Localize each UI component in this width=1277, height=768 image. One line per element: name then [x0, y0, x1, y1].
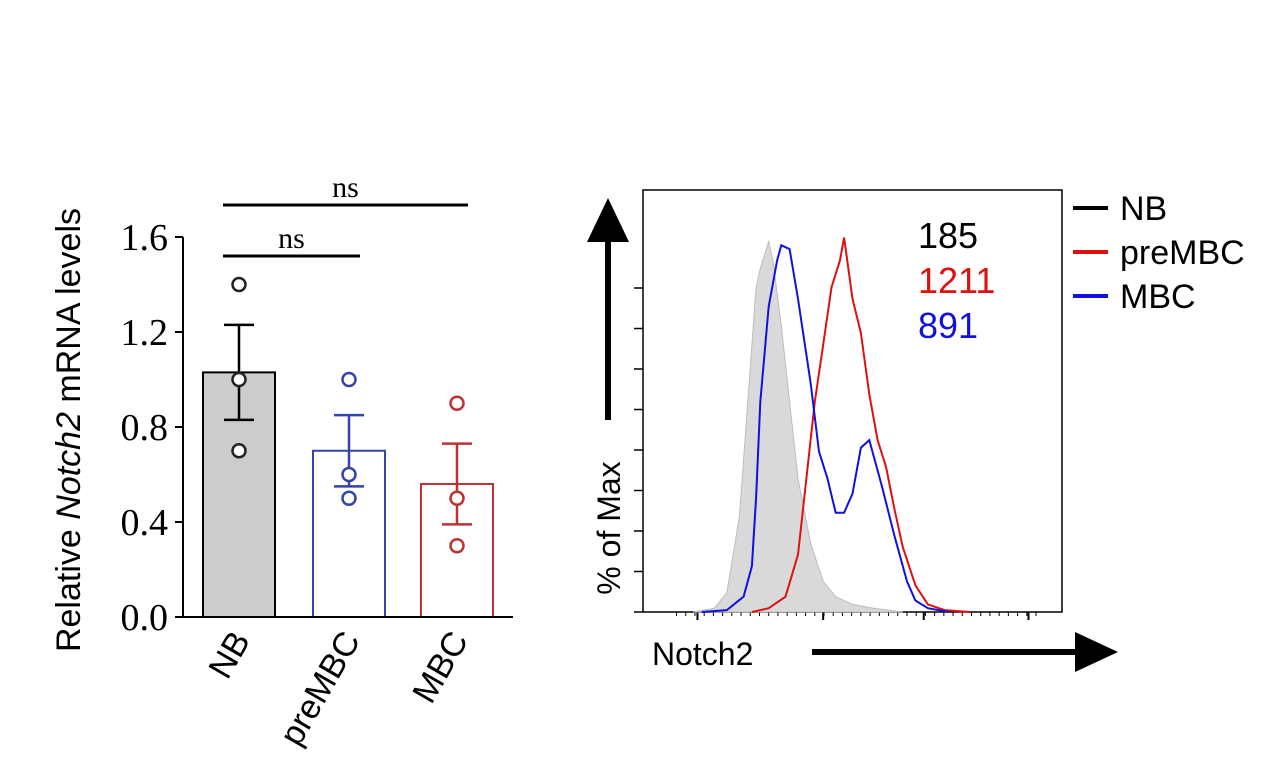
y-arrow-head — [587, 198, 629, 242]
histogram-xlabel: Notch2 — [652, 636, 753, 672]
data-point-NB — [231, 276, 247, 293]
histogram-curve-preMBC — [751, 237, 970, 613]
bar-x-label-MBC: MBC — [405, 625, 476, 709]
histogram-frame — [642, 189, 1063, 613]
bar-x-label-preMBC: preMBC — [273, 625, 368, 752]
significance-label: ns — [278, 222, 305, 255]
bar-data-points — [231, 276, 465, 554]
bar-chart: Relative Notch2 mRNA levels 0.0 0.4 0.8 1.2… — [50, 171, 513, 752]
bar-y-tick-label: 1.6 — [121, 217, 169, 259]
bar-x-label-NB: NB — [201, 625, 258, 685]
histogram-curves — [693, 237, 970, 613]
bar-y-tick-label: 1.2 — [121, 312, 169, 354]
bar-ylabel: Relative Notch2 mRNA levels — [50, 208, 88, 652]
bar-y-tick-label: 0.4 — [121, 502, 169, 544]
x-arrow-head — [1075, 632, 1118, 672]
data-point-preMBC — [341, 466, 357, 483]
bar-y-axis-ticks: 0.0 0.4 0.8 1.2 1.6 — [121, 217, 183, 639]
legend-label-NB: NB — [1120, 190, 1167, 228]
mfi-value-NB: 185 — [918, 215, 978, 256]
histogram-curve-NB — [693, 239, 903, 613]
histogram-legend: NB preMBC MBC — [1073, 190, 1245, 316]
data-point-preMBC — [341, 371, 357, 388]
mfi-value-MBC: 891 — [918, 305, 978, 346]
data-point-MBC — [449, 490, 465, 506]
histogram-curve-MBC — [701, 243, 950, 613]
bar-x-axis-labels: NB preMBC MBC — [201, 625, 476, 752]
data-point-NB — [231, 371, 247, 388]
histogram-ylabel: % of Max — [591, 461, 627, 594]
bar-y-tick-label: 0.8 — [121, 407, 169, 449]
data-point-MBC — [449, 538, 465, 554]
significance-label: ns — [332, 171, 359, 204]
data-point-NB — [231, 443, 247, 459]
mfi-value-preMBC: 1211 — [918, 260, 995, 301]
legend-label-MBC: MBC — [1120, 278, 1196, 316]
data-point-preMBC — [341, 490, 357, 506]
bar-y-tick-label: 0.0 — [121, 597, 169, 639]
histogram-ticks — [634, 287, 1037, 620]
data-point-MBC — [449, 395, 465, 411]
legend-label-preMBC: preMBC — [1120, 234, 1245, 272]
